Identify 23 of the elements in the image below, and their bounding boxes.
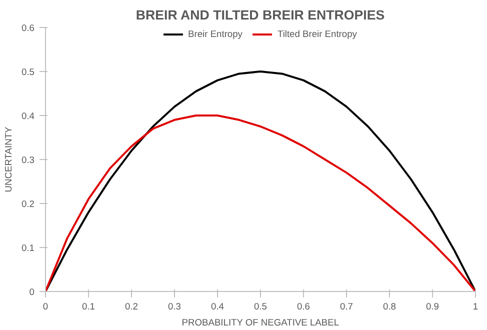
x-tick-label: 0.1 bbox=[82, 302, 95, 312]
x-tick-label: 0.7 bbox=[340, 302, 353, 312]
x-tick-label: 0.8 bbox=[383, 302, 396, 312]
y-tick-label: 0.5 bbox=[22, 67, 34, 77]
y-tick-label: 0.2 bbox=[22, 199, 34, 209]
x-tick-label: 0.3 bbox=[168, 302, 181, 312]
x-tick-label: 0 bbox=[42, 302, 48, 312]
x-tick-label: 0.4 bbox=[211, 302, 224, 312]
legend-label: Breir Entropy bbox=[188, 29, 242, 39]
x-tick-label: 0.6 bbox=[297, 302, 310, 312]
y-tick-label: 0 bbox=[29, 287, 35, 297]
y-tick-label: 0.3 bbox=[22, 155, 34, 165]
y-tick-label: 0.4 bbox=[22, 111, 34, 121]
chart-title: BREIR AND TILTED BREIR ENTROPIES bbox=[136, 8, 385, 22]
legend-label: Tilted Breir Entropy bbox=[277, 29, 357, 39]
x-tick-label: 1 bbox=[472, 302, 478, 312]
x-tick-label: 0.5 bbox=[254, 302, 267, 312]
y-axis-title: UNCERTAINTY bbox=[4, 126, 14, 192]
x-axis-title: PROBABILITY OF NEGATIVE LABEL bbox=[182, 318, 340, 328]
x-tick-label: 0.2 bbox=[125, 302, 138, 312]
y-tick-label: 0.1 bbox=[22, 243, 34, 253]
x-tick-label: 0.9 bbox=[426, 302, 439, 312]
y-tick-label: 0.6 bbox=[22, 23, 34, 33]
